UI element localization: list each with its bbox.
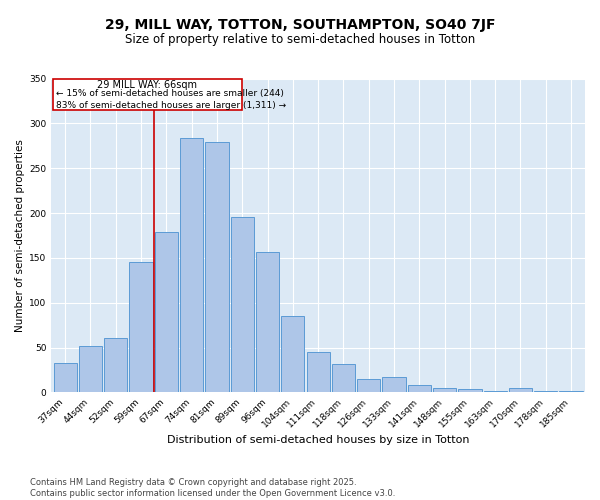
Bar (357, 379, 380, 392)
Bar (484, 390, 507, 392)
Bar (559, 390, 583, 392)
Text: 83% of semi-detached houses are larger (1,311) →: 83% of semi-detached houses are larger (… (56, 101, 286, 110)
Text: 29 MILL WAY: 66sqm: 29 MILL WAY: 66sqm (97, 80, 197, 90)
Text: 29, MILL WAY, TOTTON, SOUTHAMPTON, SO40 7JF: 29, MILL WAY, TOTTON, SOUTHAMPTON, SO40 … (105, 18, 495, 32)
Bar (79, 346, 102, 393)
Bar (180, 138, 203, 392)
Bar (256, 252, 279, 392)
Y-axis label: Number of semi-detached properties: Number of semi-detached properties (15, 139, 25, 332)
Text: Size of property relative to semi-detached houses in Totton: Size of property relative to semi-detach… (125, 32, 475, 46)
Bar (407, 386, 431, 392)
Bar (155, 232, 178, 392)
X-axis label: Distribution of semi-detached houses by size in Totton: Distribution of semi-detached houses by … (167, 435, 469, 445)
Bar (104, 338, 127, 392)
FancyBboxPatch shape (53, 78, 242, 110)
Bar (205, 142, 229, 393)
Text: Contains HM Land Registry data © Crown copyright and database right 2025.
Contai: Contains HM Land Registry data © Crown c… (30, 478, 395, 498)
Bar (433, 388, 456, 392)
Bar (509, 388, 532, 392)
Bar (458, 389, 482, 392)
Bar (53, 363, 77, 392)
Bar (307, 352, 330, 393)
Bar (382, 377, 406, 392)
Bar (130, 262, 153, 392)
Bar (281, 316, 304, 392)
Text: ← 15% of semi-detached houses are smaller (244): ← 15% of semi-detached houses are smalle… (56, 90, 284, 98)
Bar (332, 364, 355, 392)
Bar (230, 216, 254, 392)
Bar (534, 390, 557, 392)
